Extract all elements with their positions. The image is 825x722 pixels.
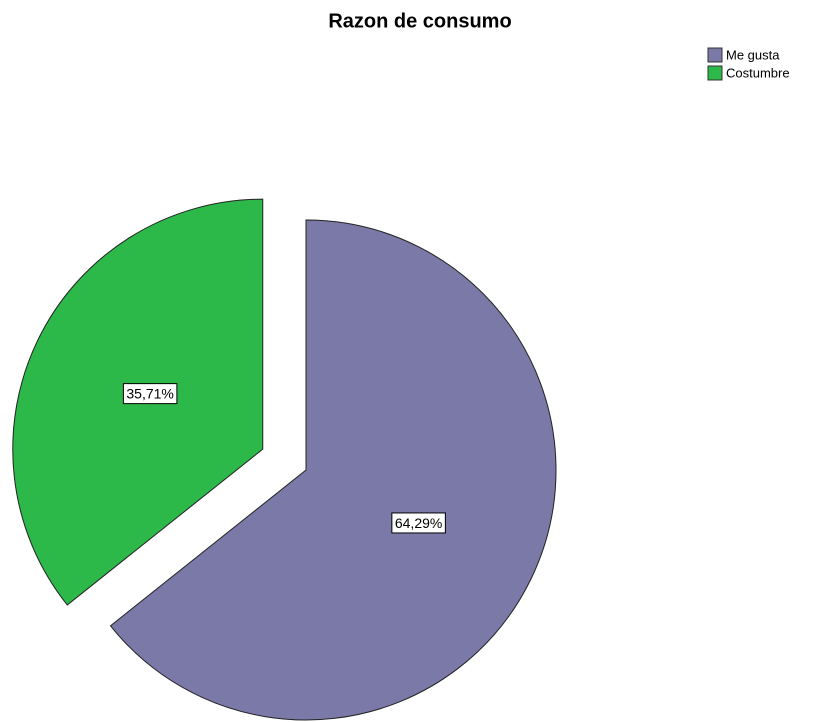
value-label-group: 35,71% bbox=[122, 383, 178, 405]
legend-label: Me gusta bbox=[726, 47, 780, 62]
legend-swatch bbox=[707, 65, 723, 81]
legend-label: Costumbre bbox=[726, 65, 790, 80]
value-label: 64,29% bbox=[395, 515, 442, 531]
pie-slice bbox=[109, 219, 557, 721]
value-label-box bbox=[391, 512, 446, 534]
chart-title: Razon de consumo bbox=[328, 10, 511, 32]
value-label: 35,71% bbox=[126, 386, 173, 402]
value-label-box bbox=[122, 383, 178, 405]
legend-swatch bbox=[707, 47, 723, 63]
value-label-group: 64,29% bbox=[391, 512, 446, 534]
